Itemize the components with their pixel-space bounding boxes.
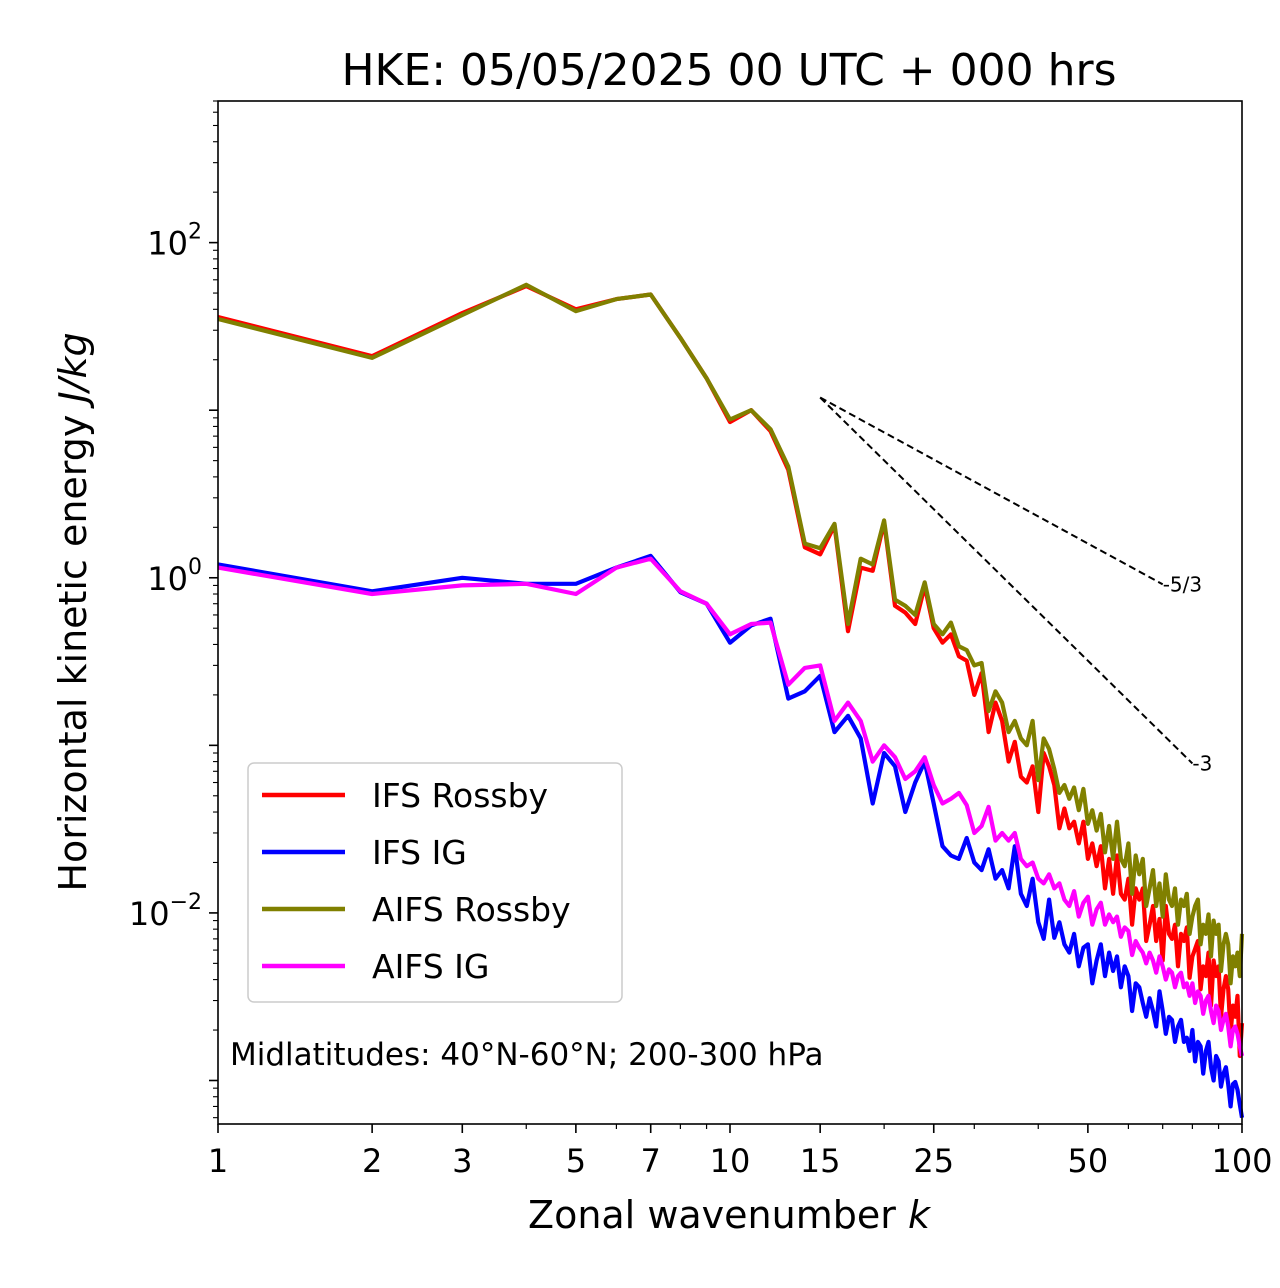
legend-box — [247, 762, 623, 1003]
legend: IFS Rossby IFS IG AIFS Rossby AIFS IG — [247, 762, 623, 1003]
reference-slopes: -5/3 -3 — [819, 396, 1212, 775]
series-line-aifs-rossby — [217, 282, 1245, 986]
x-tick-label: 3 — [452, 1142, 472, 1180]
chart-title: HKE: 05/05/2025 00 UTC + 000 hrs — [341, 45, 1116, 96]
y-axis-label: Horizontal kinetic energy J/kg — [51, 332, 95, 891]
reference-slope-label: -5/3 — [1163, 572, 1202, 596]
reference-slope-line — [819, 396, 1164, 586]
x-tick-label: 5 — [566, 1142, 586, 1180]
legend-label: IFS Rossby — [372, 776, 548, 815]
x-tick-label: 15 — [800, 1142, 841, 1180]
y-tick-label: 10−2 — [129, 890, 202, 933]
x-tick-label: 2 — [362, 1142, 382, 1180]
x-tick-label: 10 — [710, 1142, 751, 1180]
series-line-ifs-ig — [217, 553, 1245, 1119]
y-tick-label: 100 — [147, 555, 202, 598]
x-tick-label: 100 — [1211, 1142, 1272, 1180]
x-tick-label: 7 — [641, 1142, 661, 1180]
legend-label: IFS IG — [372, 833, 467, 872]
x-tick-label: 50 — [1068, 1142, 1109, 1180]
x-tick-label: 25 — [913, 1142, 954, 1180]
plot-area — [217, 282, 1245, 1119]
axis-ticks: 1 2 3 5 7 10 15 25 50 100 10−2 100 102 — [129, 100, 1273, 1180]
x-tick-label: 1 — [208, 1142, 228, 1180]
reference-slope-label: -3 — [1192, 751, 1212, 775]
series-line-aifs-ig — [217, 556, 1245, 1057]
legend-label: AIFS IG — [372, 947, 489, 986]
region-annotation: Midlatitudes: 40°N-60°N; 200-300 hPa — [230, 1037, 824, 1073]
x-axis-label: Zonal wavenumber k — [528, 1193, 932, 1237]
y-tick-label: 102 — [147, 220, 202, 263]
legend-label: AIFS Rossby — [372, 890, 571, 929]
reference-slope-line — [819, 396, 1194, 765]
